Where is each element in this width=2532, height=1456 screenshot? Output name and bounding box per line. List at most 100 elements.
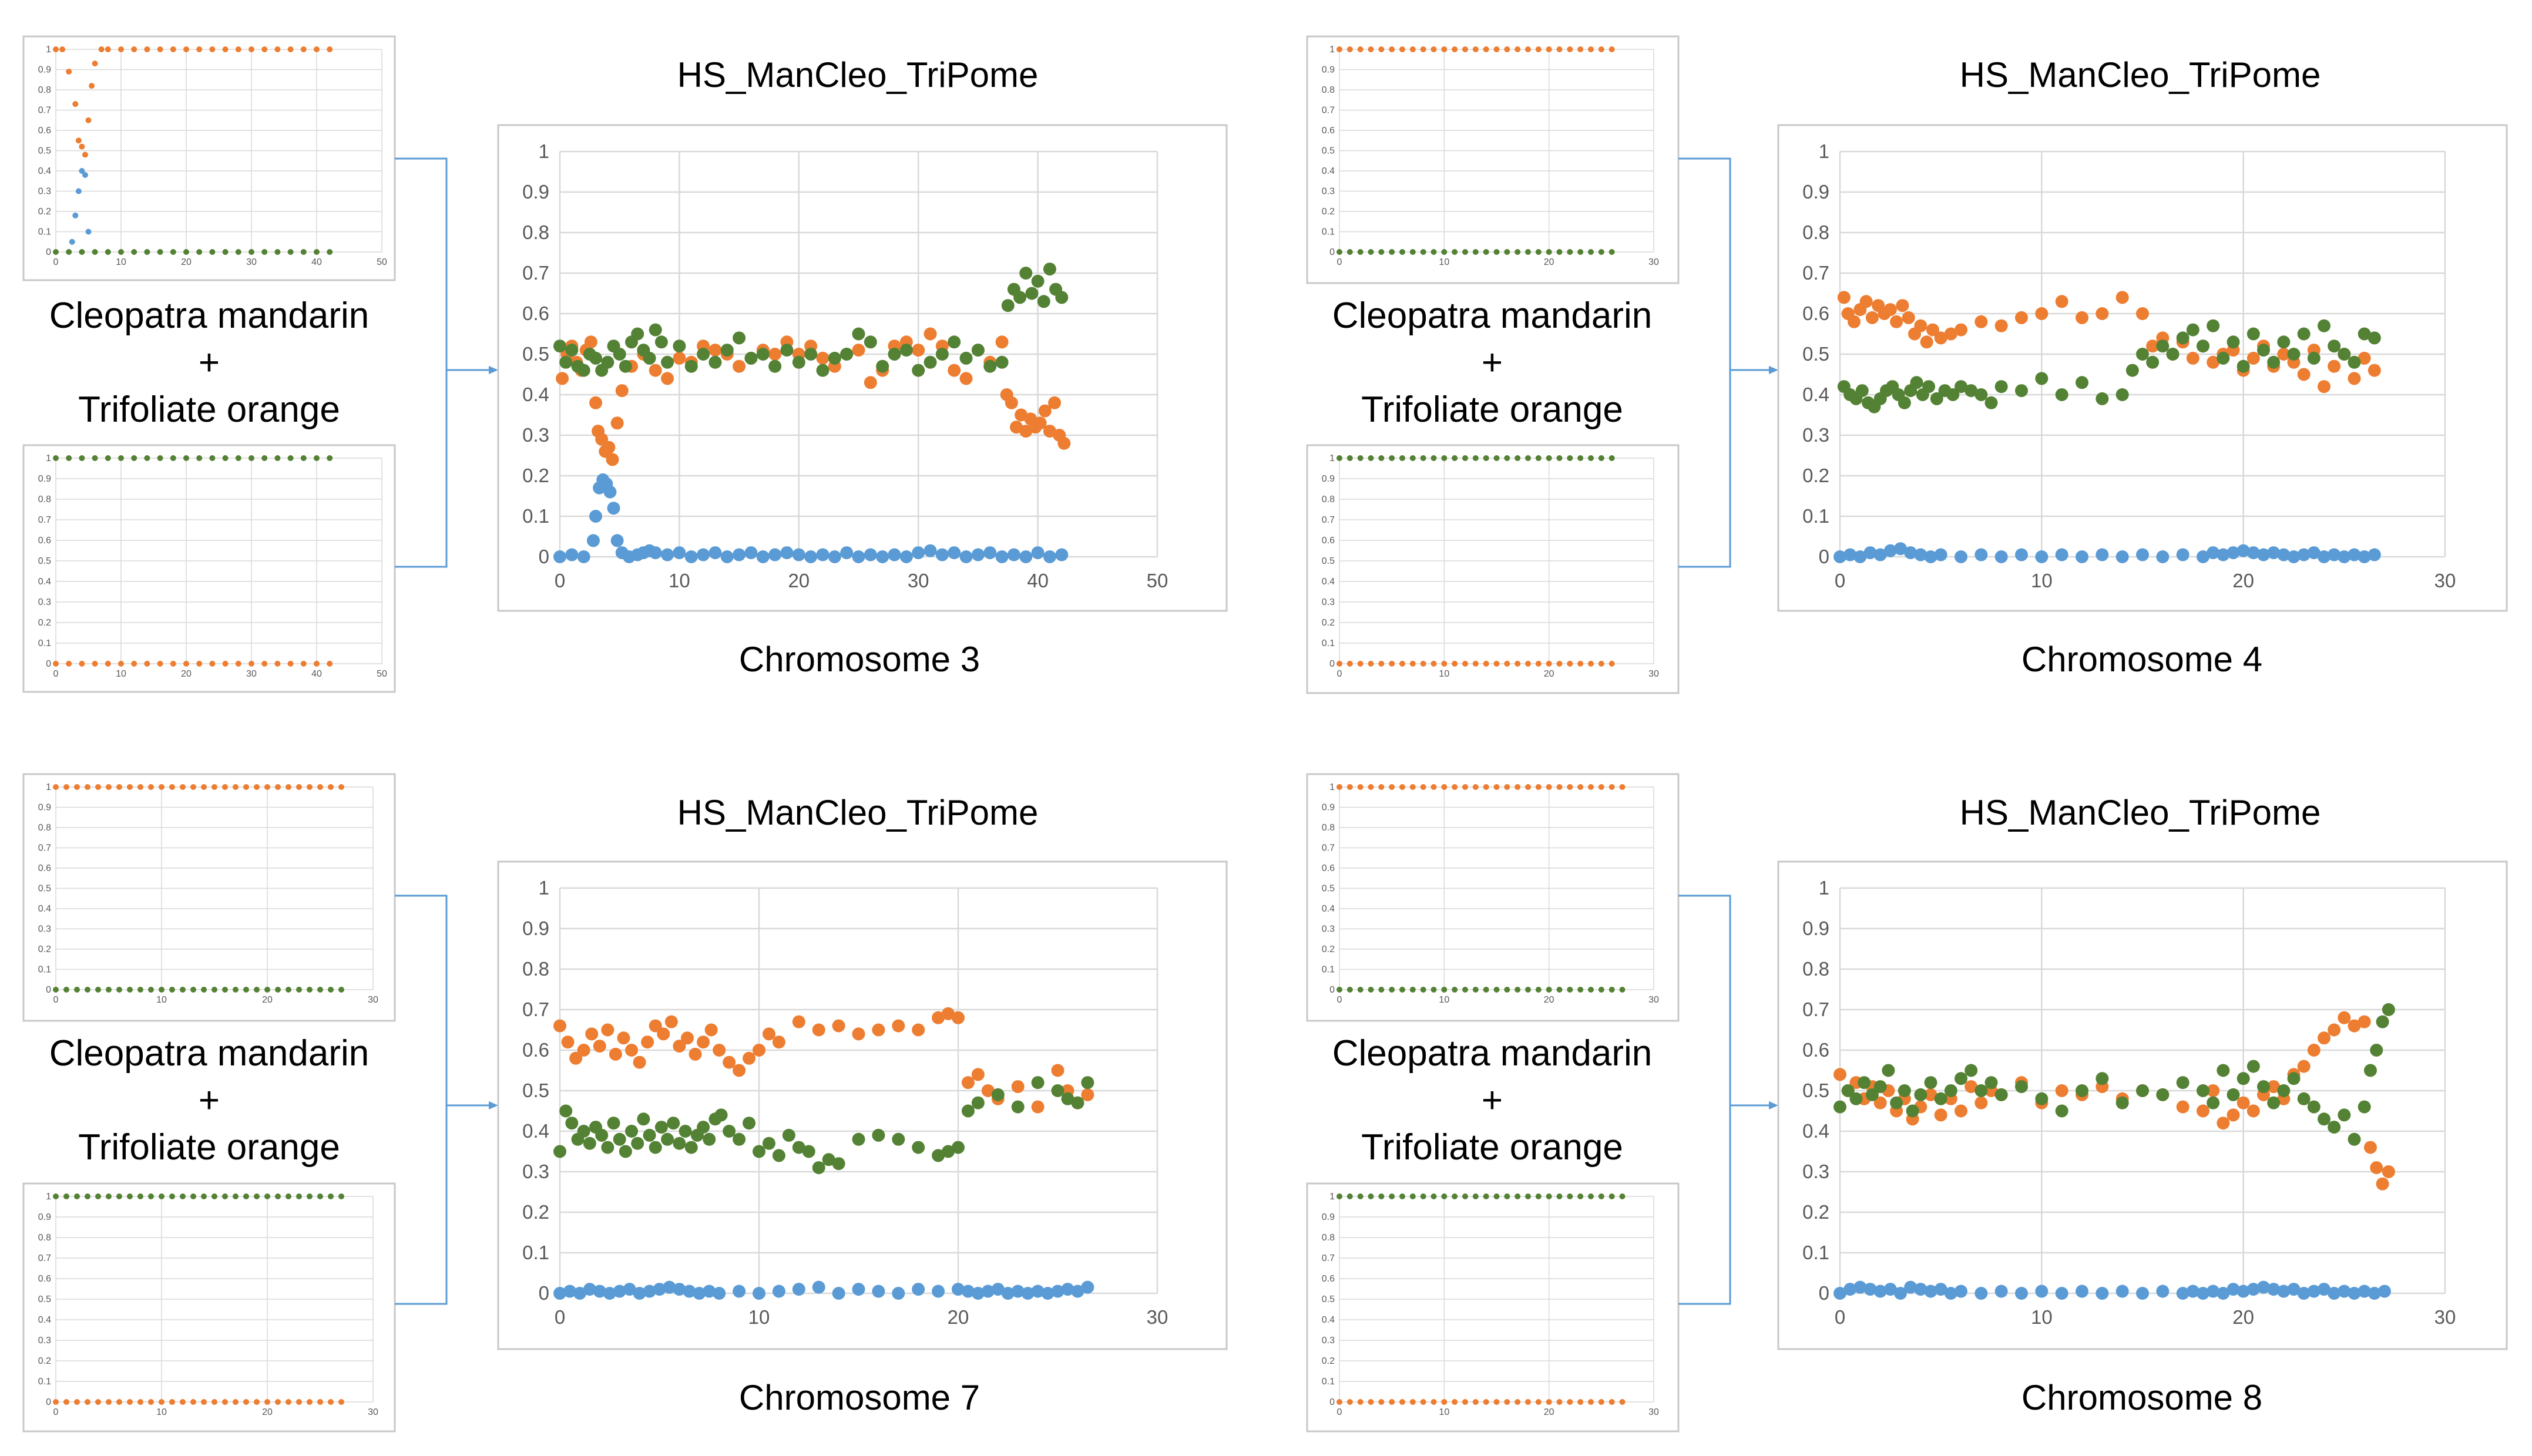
data-point <box>952 1283 965 1296</box>
data-point <box>733 548 746 561</box>
data-point <box>1608 661 1615 667</box>
data-point <box>196 455 203 461</box>
x-tick-label: 40 <box>311 669 322 679</box>
data-point <box>1863 1283 1877 1296</box>
y-tick-label: 0.6 <box>38 1274 51 1284</box>
data-point <box>1346 661 1353 667</box>
data-point <box>79 455 85 461</box>
data-point <box>563 1284 576 1298</box>
data-point <box>577 1125 590 1138</box>
x-tick-label: 10 <box>1439 1407 1449 1417</box>
data-point <box>1974 1084 1988 1097</box>
data-point <box>1038 404 1052 418</box>
data-point <box>704 1023 718 1037</box>
data-point <box>1048 396 1062 409</box>
data-point <box>1525 987 1531 993</box>
data-point <box>317 1193 323 1199</box>
data-point <box>1535 46 1542 52</box>
parent-label-plus: + <box>1482 1080 1503 1121</box>
data-point <box>1452 1193 1458 1199</box>
y-tick-label: 0 <box>1329 1397 1335 1407</box>
data-point <box>201 1399 207 1405</box>
data-point <box>1588 1399 1594 1405</box>
data-point <box>79 249 85 255</box>
arrow-icon <box>489 1101 498 1109</box>
series-blue <box>553 473 1069 563</box>
data-point <box>222 784 228 790</box>
mini-chart-chr4-mandarin: 00.10.20.30.40.50.60.70.80.910 10 20 30 <box>1306 35 1680 284</box>
data-point <box>1462 249 1468 255</box>
y-tick-label: 0.8 <box>38 85 51 95</box>
data-point <box>583 1283 596 1296</box>
data-point <box>85 228 92 235</box>
y-tick-label: 0.2 <box>1322 1356 1335 1366</box>
y-tick-label: 0.8 <box>38 495 51 505</box>
data-point <box>1055 548 1069 561</box>
data-point <box>233 1193 239 1199</box>
data-point <box>105 661 111 667</box>
data-point <box>2096 392 2109 405</box>
data-point <box>275 987 281 993</box>
data-point <box>1472 661 1479 667</box>
data-point <box>157 661 163 667</box>
data-point <box>744 546 758 560</box>
data-point <box>924 544 937 557</box>
data-point <box>559 1104 573 1118</box>
data-point <box>183 46 189 52</box>
x-tick-label: 0 <box>53 995 59 1005</box>
y-tick-label: 0 <box>46 659 51 669</box>
data-point <box>2015 311 2028 324</box>
data-point <box>1994 380 2008 394</box>
data-point <box>2376 1015 2389 1028</box>
data-point <box>1934 1108 1947 1122</box>
data-point <box>82 152 88 158</box>
data-point <box>1378 46 1385 52</box>
data-point <box>971 1287 985 1300</box>
data-point <box>1843 548 1857 561</box>
data-point <box>631 327 644 341</box>
series-green <box>53 987 344 993</box>
data-point <box>1005 396 1018 409</box>
data-point <box>1357 1399 1364 1405</box>
data-point <box>118 46 124 52</box>
y-tick-label: 0.4 <box>1322 166 1335 176</box>
data-point <box>971 1068 985 1081</box>
main-chart-chr3: 00.10.20.30.40.50.60.70.80.910 10 20 30 40 50 <box>497 124 1228 612</box>
data-point <box>583 1136 596 1150</box>
data-point <box>180 1399 186 1405</box>
data-point <box>2035 1284 2049 1298</box>
data-point <box>1420 1399 1426 1405</box>
data-point <box>1346 1193 1353 1199</box>
data-point <box>1598 784 1604 790</box>
data-point <box>1974 388 1988 401</box>
data-point <box>932 1284 945 1298</box>
data-point <box>144 249 150 255</box>
data-point <box>2348 1287 2361 1300</box>
data-point <box>1368 46 1374 52</box>
data-point <box>912 344 925 357</box>
data-point <box>1567 1193 1573 1199</box>
data-point <box>1011 1284 1025 1298</box>
data-point <box>1890 315 1903 328</box>
y-tick-label: 0.8 <box>1322 823 1335 833</box>
data-point <box>637 1112 650 1126</box>
data-point <box>1368 987 1374 993</box>
data-point <box>1336 1399 1342 1405</box>
data-point <box>2096 1072 2109 1085</box>
data-point <box>92 60 98 67</box>
y-tick-label: 0.3 <box>1322 187 1335 197</box>
data-point <box>733 331 746 345</box>
data-point <box>211 1193 217 1199</box>
data-point <box>1914 319 1927 332</box>
data-point <box>274 249 281 255</box>
data-point <box>1441 249 1448 255</box>
data-point <box>1493 249 1500 255</box>
data-point <box>144 661 150 667</box>
data-point <box>2277 1084 2291 1097</box>
data-point <box>2186 323 2199 337</box>
data-point <box>932 1149 945 1162</box>
data-point <box>1556 784 1563 790</box>
y-tick-label: 0.5 <box>1322 146 1335 156</box>
y-tick-label: 0.7 <box>522 998 549 1020</box>
data-point <box>328 784 334 790</box>
